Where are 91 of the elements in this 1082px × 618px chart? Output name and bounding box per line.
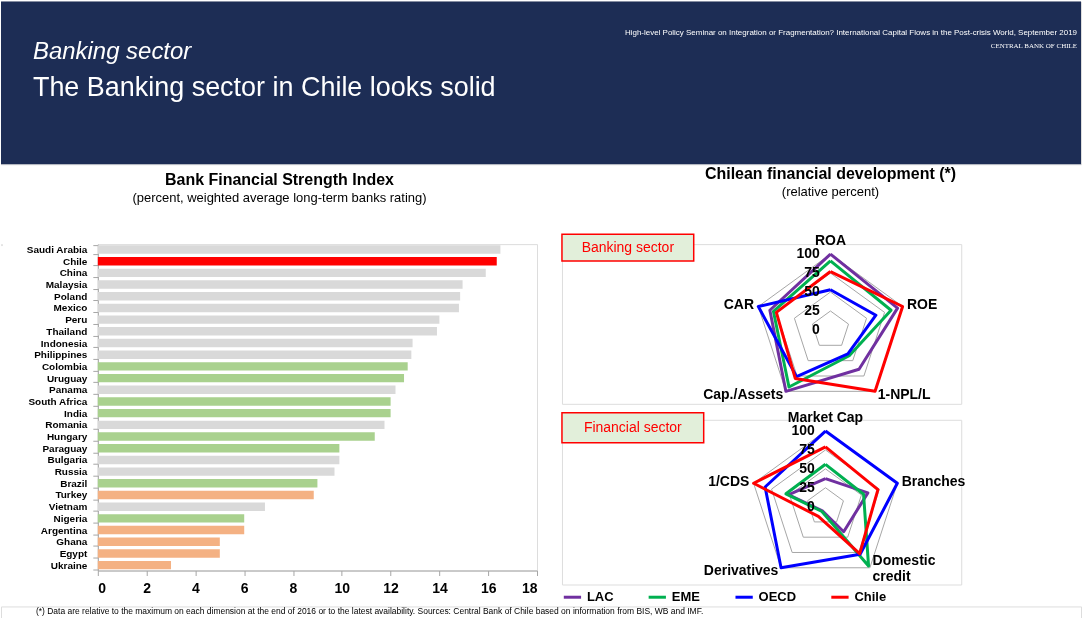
bar <box>97 455 340 465</box>
spoke-label: 1-NPL/L <box>877 386 931 403</box>
y-tick-label: Chile <box>62 255 88 267</box>
x-tick-label: 8 <box>289 579 298 596</box>
y-tick-label: 25 <box>804 301 821 318</box>
bar <box>97 467 335 476</box>
y-tick-label: Romania <box>45 419 88 431</box>
text: High-level Policy Seminar on Integration or Fragmentation? International Capital Flows in the Post-crisis World, September 2019 <box>624 27 1078 37</box>
y-tick-label: Brazil <box>60 477 88 489</box>
spoke-label: Domestic credit <box>872 551 936 584</box>
bar <box>97 280 463 289</box>
y-tick-label: Panama <box>49 384 88 396</box>
x-tick-label: 14 <box>432 579 448 596</box>
spoke-label: CAR <box>723 296 754 313</box>
y-tick-label: Saudi Arabia <box>26 243 88 255</box>
legend-label: LAC <box>586 589 615 605</box>
bar <box>97 385 396 394</box>
x-tick-label: 4 <box>192 579 201 596</box>
chart-subtitle: (percent, weighted average long-term banks rating) <box>132 190 427 206</box>
text: Banking sector <box>581 238 675 255</box>
bar <box>97 292 461 301</box>
y-tick-label: Philippines <box>34 349 88 361</box>
y-tick-label: Colombia <box>41 360 88 372</box>
bar <box>97 514 245 523</box>
y-tick-label: Indonesia <box>40 337 88 349</box>
x-tick-label: 2 <box>143 579 152 596</box>
bar <box>97 350 412 359</box>
bar <box>97 525 245 535</box>
bar <box>97 338 413 348</box>
y-tick-label: China <box>59 267 88 279</box>
bar <box>97 315 440 324</box>
bar <box>97 397 391 406</box>
y-tick-label: India <box>64 407 88 419</box>
bar <box>97 537 220 546</box>
x-tick-label: 10 <box>334 579 351 596</box>
spoke-label: Cap./Assets <box>703 386 784 403</box>
y-tick-label: Mexico <box>53 302 88 314</box>
y-tick-label: Turkey <box>55 489 88 501</box>
y-tick-label: Egypt <box>59 547 89 559</box>
y-tick-label: Ukraine <box>50 559 88 571</box>
bar <box>97 444 340 453</box>
y-tick-label: Poland <box>54 290 88 302</box>
x-tick-label: 12 <box>383 579 400 596</box>
chart-title: Chilean financial development (*) <box>704 165 957 183</box>
bar <box>97 560 172 570</box>
y-tick-label: 0 <box>807 497 816 514</box>
y-tick-label: Paraguay <box>42 442 88 454</box>
y-tick-label: South Africa <box>28 395 88 407</box>
bar <box>97 549 220 558</box>
chart-title: Bank Financial Strength Index <box>165 171 395 189</box>
y-tick-label: Uruguay <box>46 372 88 384</box>
bar <box>97 362 408 371</box>
bar <box>97 479 318 488</box>
text: Banking sector <box>32 37 193 65</box>
legend-label: Chile <box>854 589 887 605</box>
bar <box>97 490 314 500</box>
y-tick-label: Peru <box>65 314 88 326</box>
y-tick-label: Thailand <box>46 325 88 337</box>
bar <box>97 303 459 313</box>
x-tick-label: 6 <box>240 579 249 596</box>
bar <box>97 373 405 383</box>
y-tick-label: Russia <box>54 466 88 478</box>
spoke-label: 1/CDS <box>708 472 750 489</box>
text: The Banking sector in Chile looks solid <box>32 72 496 103</box>
y-tick-label: Bulgaria <box>47 454 88 466</box>
y-tick-label: Hungary <box>46 431 88 443</box>
spoke-label: Branches <box>901 472 966 489</box>
bar <box>97 268 486 278</box>
text: Financial sector <box>583 418 683 435</box>
spoke-label: Derivatives <box>703 562 779 579</box>
x-tick-label: 16 <box>480 579 497 596</box>
legend-label: EME <box>671 589 701 605</box>
text: (*) Data are relative to the maximum on each dimension at the end of 2016 or to the latest availability. Sources: Central Bank of Chile based on information from BIS, WB and IMF. <box>35 606 704 617</box>
y-tick-label: 50 <box>799 459 816 476</box>
y-tick-label: Nigeria <box>53 512 88 524</box>
bar <box>97 408 391 418</box>
bar <box>97 502 265 511</box>
y-tick-label: Vietnam <box>48 501 88 513</box>
chart-subtitle: (relative percent) <box>781 184 880 200</box>
legend-label: OECD <box>758 589 797 605</box>
y-tick-label: Argentina <box>40 524 88 536</box>
bar <box>97 432 375 441</box>
y-tick-label: Malaysia <box>45 279 88 291</box>
bar <box>97 256 497 266</box>
spoke-label: ROE <box>906 296 938 313</box>
x-tick-label: 18 <box>521 579 538 596</box>
y-tick-label: Ghana <box>56 536 88 548</box>
bar <box>97 327 437 336</box>
bar <box>97 420 385 430</box>
y-tick-label: 0 <box>812 320 821 337</box>
x-tick-label: 0 <box>98 579 107 596</box>
